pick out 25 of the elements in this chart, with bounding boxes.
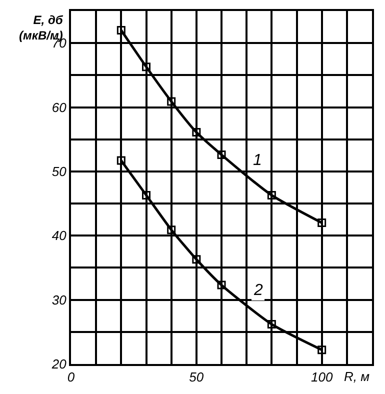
- x-axis-title: R, м: [344, 369, 370, 384]
- point: [267, 190, 276, 200]
- point: [142, 62, 150, 72]
- series-label: 1: [253, 152, 262, 169]
- x-tick-label: 100: [310, 370, 334, 385]
- y-tick-label: 40: [52, 228, 68, 244]
- y-tick-label: 60: [52, 100, 68, 115]
- point: [192, 128, 201, 137]
- point: [116, 156, 126, 165]
- x-tick-label: 0: [67, 370, 76, 385]
- series-label: 2: [253, 282, 263, 299]
- point: [267, 320, 276, 328]
- point: [167, 97, 176, 106]
- point: [217, 280, 226, 290]
- point: [116, 26, 126, 34]
- point: [318, 218, 326, 228]
- point: [142, 190, 150, 200]
- point: [217, 150, 226, 160]
- point: [318, 346, 326, 354]
- y-tick-label: 50: [52, 164, 68, 179]
- x-tick-label: 50: [189, 370, 204, 385]
- point: [192, 255, 201, 264]
- point: [167, 226, 176, 234]
- y-tick-label: 20: [50, 356, 68, 372]
- y-tick-label: 30: [52, 292, 68, 308]
